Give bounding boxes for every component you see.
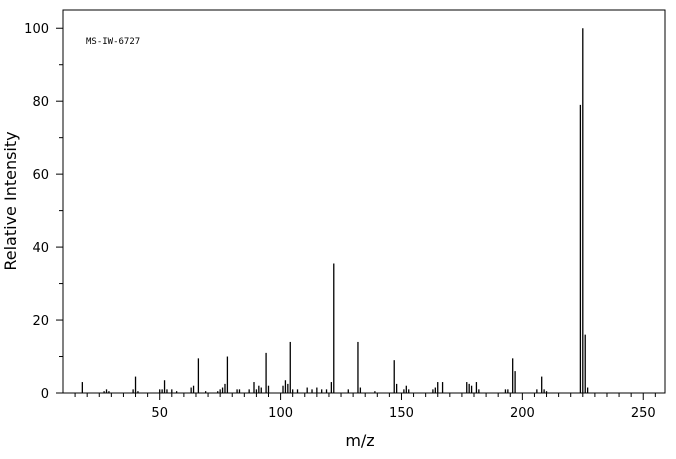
- y-tick-label: 0: [41, 387, 49, 402]
- chart-title: MS-IW-6727: [86, 37, 140, 47]
- y-axis-label: Relative Intensity: [1, 131, 20, 270]
- x-tick-label: 250: [631, 406, 656, 421]
- y-tick-label: 60: [32, 168, 49, 183]
- y-tick-label: 100: [24, 22, 49, 37]
- y-tick-label: 40: [32, 241, 49, 256]
- x-axis-label: m/z: [345, 431, 374, 450]
- x-tick-label: 50: [151, 406, 168, 421]
- x-tick-label: 150: [389, 406, 414, 421]
- y-tick-label: 80: [32, 95, 49, 110]
- x-tick-label: 200: [510, 406, 535, 421]
- y-tick-label: 20: [32, 314, 49, 329]
- plot-frame: [62, 9, 666, 394]
- x-tick-label: 100: [268, 406, 293, 421]
